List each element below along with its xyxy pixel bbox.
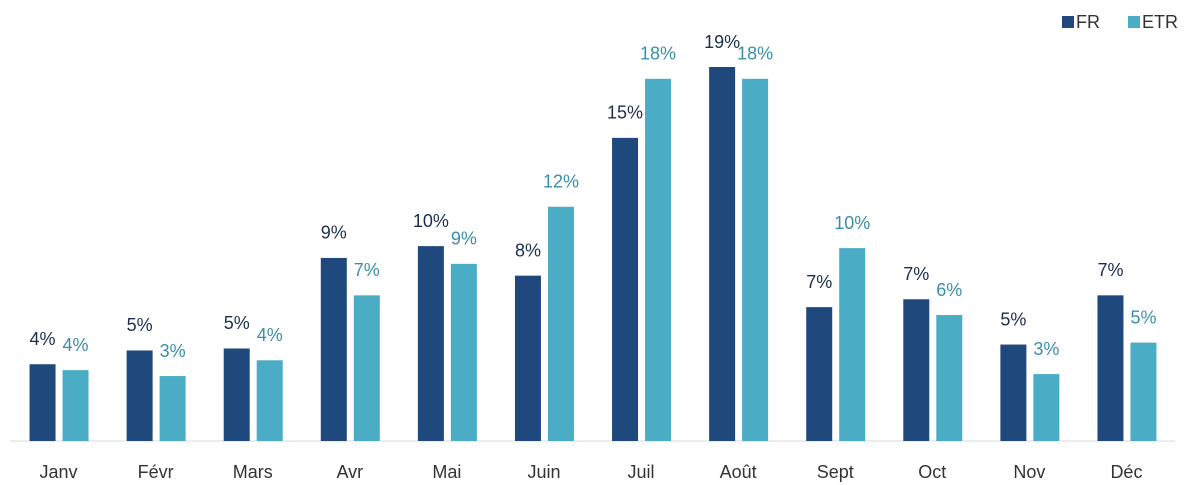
bar [1000,344,1027,441]
legend-swatch [1128,16,1140,28]
data-label: 7% [806,272,832,292]
data-label: 10% [834,213,870,233]
bar [839,248,866,441]
x-tick-label: Déc [1110,462,1142,482]
x-tick-label: Juin [527,462,560,482]
bar [1130,342,1157,441]
bar [645,78,672,442]
bar [417,246,444,441]
x-tick-label: Mars [233,462,273,482]
data-label: 12% [543,172,579,192]
data-label: 9% [321,223,347,243]
bar [126,350,153,441]
x-tick-label: Mai [432,462,461,482]
bar [1097,295,1124,441]
bar [612,137,639,441]
bar [709,67,736,441]
bar [320,257,347,441]
bar [806,307,833,441]
data-label: 4% [63,335,89,355]
data-label: 18% [737,44,773,64]
bar [547,206,574,441]
x-tick-label: Janv [40,462,78,482]
data-label: 6% [936,280,962,300]
bar [903,299,930,441]
x-tick-label: Août [720,462,757,482]
data-label: 19% [704,32,740,52]
data-label: 9% [451,229,477,249]
x-tick-label: Oct [918,462,946,482]
data-label: 4% [30,329,56,349]
bar [159,376,186,441]
data-label: 4% [257,325,283,345]
data-label: 7% [1097,260,1123,280]
data-label: 5% [1130,307,1156,327]
bar [62,370,89,441]
data-label: 10% [413,211,449,231]
bar [742,78,769,442]
data-label: 3% [1033,339,1059,359]
bar [514,275,541,441]
bar [223,348,250,441]
data-label: 5% [1000,309,1026,329]
data-label: 3% [160,341,186,361]
data-label: 18% [640,44,676,64]
x-tick-label: Févr [138,462,174,482]
bar [256,360,283,441]
data-label: 5% [127,315,153,335]
data-label: 8% [515,240,541,260]
x-tick-label: Sept [817,462,854,482]
bar [450,263,477,441]
legend-label: ETR [1142,12,1178,32]
bar [29,364,56,441]
x-tick-label: Nov [1013,462,1045,482]
bar [936,315,963,441]
data-label: 7% [903,264,929,284]
bar [353,295,380,441]
x-tick-label: Avr [336,462,363,482]
data-label: 15% [607,103,643,123]
bar [1033,374,1060,441]
data-label: 5% [224,313,250,333]
x-tick-label: Juil [628,462,655,482]
legend-swatch [1062,16,1074,28]
data-label: 7% [354,260,380,280]
legend-label: FR [1076,12,1100,32]
